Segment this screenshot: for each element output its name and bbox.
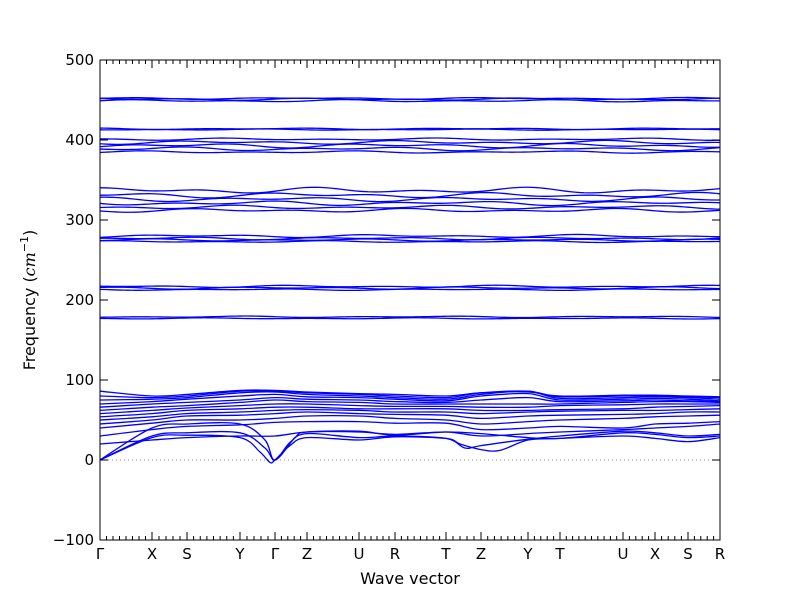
flat-band-line — [100, 239, 720, 244]
x-tick-label: X — [147, 545, 157, 563]
flat-band-line — [100, 137, 720, 141]
band-line-optical-10 — [100, 392, 720, 405]
x-tick-label: X — [650, 545, 660, 563]
y-axis-label-close: ) — [20, 230, 39, 236]
flat-band-line — [100, 238, 720, 242]
band-line-optical-2 — [100, 420, 720, 437]
y-tick-label: −100 — [53, 531, 94, 549]
flat-band-line — [100, 96, 720, 100]
flat-band-line — [100, 150, 720, 154]
x-tick-label: Γ — [271, 545, 280, 563]
band-line-acoustic-1 — [100, 434, 720, 464]
x-tick-label: Z — [302, 545, 312, 563]
flat-band-line — [100, 191, 720, 199]
band-line-optical-7 — [100, 403, 720, 415]
flat-band-line — [100, 317, 720, 320]
plot-area — [100, 96, 720, 464]
band-line-optical-3 — [100, 414, 720, 429]
bands-group — [100, 96, 720, 464]
flat-band-line — [100, 233, 720, 239]
x-tick-label: R — [715, 545, 725, 563]
x-tick-label: Z — [476, 545, 486, 563]
flat-band-line — [100, 128, 720, 131]
axes: −100 0 100 200 300 400 500 Γ X S Y Γ Z U R T Z Y T U X S R — [53, 51, 725, 563]
x-axis-label: Wave vector — [360, 569, 460, 588]
y-axis-label-exponent: −1 — [18, 236, 31, 252]
flat-band-line — [100, 98, 720, 103]
y-axis-label: Frequency (cm−1) — [18, 230, 39, 371]
y-tick-label: 500 — [65, 51, 94, 69]
x-tick-label: Y — [522, 545, 533, 563]
flat-band-line — [100, 142, 720, 149]
x-tick-label: Γ — [96, 545, 105, 563]
x-tick-label: T — [554, 545, 565, 563]
flat-band-line — [100, 186, 720, 194]
x-tick-label: U — [354, 545, 365, 563]
band-line-optical-6 — [100, 404, 720, 418]
flat-band-line — [100, 288, 720, 292]
y-tick-label: 400 — [65, 131, 94, 149]
x-tick-label: S — [683, 545, 693, 563]
flat-band-line — [100, 315, 720, 319]
x-tick-label: R — [390, 545, 400, 563]
y-tick-label: 200 — [65, 291, 94, 309]
flat-band-line — [100, 139, 720, 146]
y-tick-label: 300 — [65, 211, 94, 229]
band-line-acoustic-2 — [100, 430, 720, 461]
band-line-optical-9 — [100, 396, 720, 408]
band-line-optical-11 — [100, 390, 720, 401]
x-tick-label: U — [618, 545, 629, 563]
x-tick-label: S — [182, 545, 192, 563]
flat-band-line — [100, 207, 720, 213]
x-tick-label: Y — [234, 545, 245, 563]
flat-band-line — [100, 284, 720, 289]
band-line-optical-8 — [100, 399, 720, 412]
band-line-optical-5 — [100, 408, 720, 421]
band-line-optical-12 — [100, 390, 720, 399]
band-line-optical-4 — [100, 411, 720, 425]
flat-band-line — [100, 200, 720, 207]
y-tick-label: 100 — [65, 371, 94, 389]
x-tick-label: T — [440, 545, 451, 563]
flat-band-line — [100, 236, 720, 241]
flat-band-line — [100, 146, 720, 152]
y-axis-label-unit: cm — [20, 252, 39, 276]
y-axis-label-text: Frequency ( — [20, 276, 39, 370]
band-line-optical-13 — [100, 389, 720, 398]
flat-band-line — [100, 196, 720, 203]
band-line-optical-1 — [100, 430, 720, 445]
flat-band-line — [100, 204, 720, 210]
flat-band-line — [100, 127, 720, 131]
y-tick-label: 0 — [84, 451, 94, 469]
